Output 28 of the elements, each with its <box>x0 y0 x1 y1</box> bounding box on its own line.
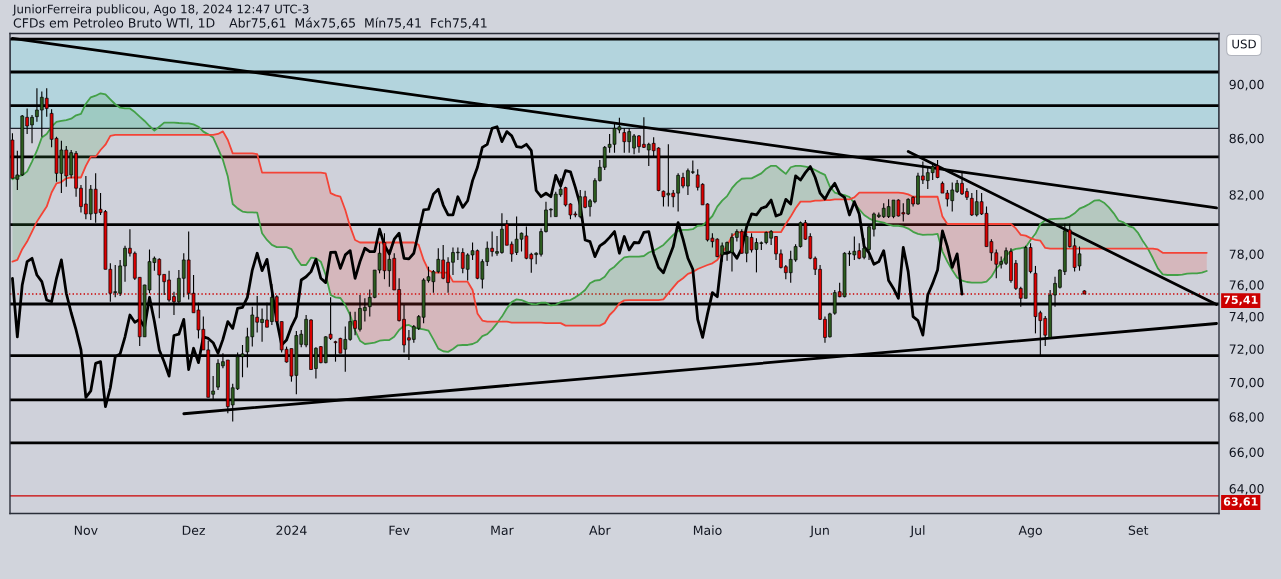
x-tick-label: Nov <box>74 525 98 535</box>
y-tick-label: 64,00 <box>1229 484 1264 495</box>
chart-title: CFDs em Petroleo Bruto WTI, 1D <box>13 17 215 29</box>
ref-line-label: 75,41 <box>1223 295 1258 306</box>
chart-subtitle: Abr75,61 Máx75,65 Mín75,41 Fch75,41 <box>229 17 487 29</box>
y-tick-label: 78,00 <box>1229 249 1264 261</box>
x-tick-label: 2024 <box>276 525 307 535</box>
x-tick-label: Maio <box>693 525 722 535</box>
y-tick-label: 86,00 <box>1229 133 1264 145</box>
y-axis-title: USD <box>1232 39 1256 49</box>
y-tick-label: 70,00 <box>1229 377 1264 389</box>
x-tick-label: Ago <box>1018 525 1042 538</box>
x-tick-label: Jul <box>909 525 925 538</box>
x-tick-label: Dez <box>182 525 205 535</box>
x-tick-label: Fev <box>389 525 410 535</box>
text: JuniorFerreira publicou, Ago 18, 2024 12:47 UTC-3 <box>12 4 309 16</box>
y-tick-label: 90,00 <box>1229 79 1264 91</box>
y-tick-label: 72,00 <box>1229 344 1264 356</box>
y-tick-label: 68,00 <box>1229 412 1264 423</box>
x-tick-label: Abr <box>589 525 611 535</box>
x-tick-label: Mar <box>491 525 514 535</box>
ref-line-label: 63,61 <box>1223 497 1258 508</box>
x-tick-label: Jun <box>809 525 829 538</box>
x-tick-label: Set <box>1128 525 1149 535</box>
y-tick-label: 82,00 <box>1229 190 1264 201</box>
y-tick-label: 66,00 <box>1229 447 1264 459</box>
y-tick-label: 74,00 <box>1229 311 1264 323</box>
y-tick-label: 76,00 <box>1229 280 1264 292</box>
